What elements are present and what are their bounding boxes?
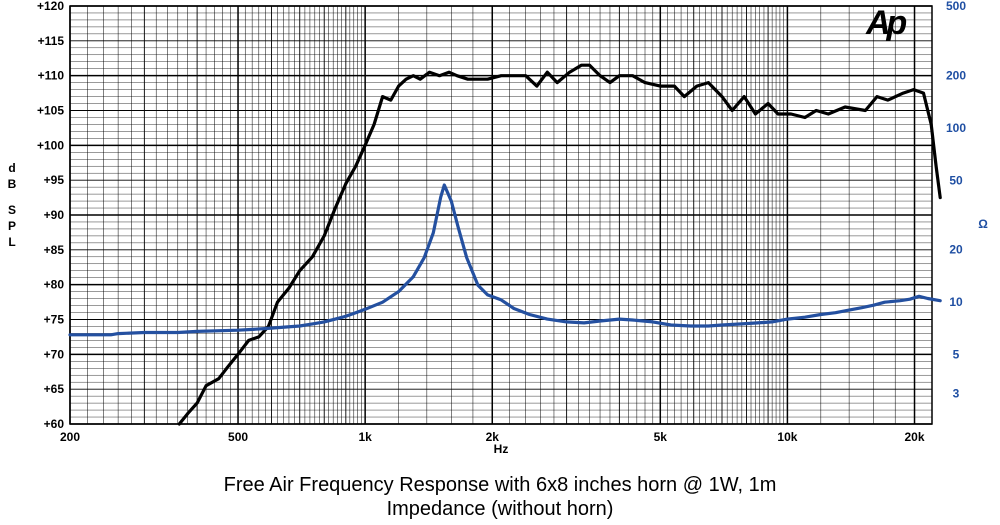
x-tick-label: 20k [905,430,925,444]
x-tick-label: 2k [486,430,500,444]
y-tick-label: +90 [44,208,65,222]
y-right-tick-label: 3 [953,386,960,400]
y-right-axis-label: Ω [978,217,988,231]
y-right-tick-label: 100 [946,121,966,135]
x-tick-label: 1k [358,430,372,444]
y-tick-label: +100 [37,138,64,152]
x-tick-label: 5k [654,430,668,444]
y-tick-label: +95 [44,173,65,187]
chart-subtitle: Impedance (without horn) [386,498,614,520]
y-tick-label: +60 [44,417,65,431]
y-tick-label: +115 [38,34,65,48]
spl-curve [177,63,942,426]
chart-title: Free Air Frequency Response with 6x8 inc… [223,474,777,496]
chart-series [68,63,942,426]
y-axis-label-char: L [8,235,15,249]
y-axis-ticks: +120 +115 +110 +105 +100 +95 +90 +85 +80 +75 +70 +6… [37,0,64,431]
y-axis-label-char: B [8,177,17,191]
x-axis-label: Hz [494,442,509,456]
y-tick-label: +70 [44,347,65,361]
y-axis-label-char: d [8,161,15,175]
y-right-tick-label: 50 [949,173,963,187]
impedance-curve [68,183,942,337]
x-tick-label: 10k [777,430,797,444]
y-right-tick-label: 500 [946,0,966,13]
y-tick-label: +65 [44,382,65,396]
y-right-tick-label: 200 [946,68,966,82]
y-right-tick-label: 5 [953,348,960,362]
y-tick-label: +75 [44,313,65,327]
chart-grid [69,5,933,425]
y-tick-label: +85 [44,243,65,257]
y-axis-label-char: S [8,203,16,217]
y-right-tick-label: 10 [949,295,963,309]
y-right-tick-label: 20 [949,243,963,257]
x-tick-label: 200 [60,430,80,444]
x-axis-ticks: 200 500 1k 2k 5k 10k 20k [60,430,925,444]
x-tick-label: 500 [228,430,248,444]
y-tick-label: +120 [37,0,64,13]
ap-logo: Ap [866,4,907,42]
y-tick-label: +80 [44,278,65,292]
y-tick-label: +110 [38,69,65,83]
y-right-axis-ticks: 500 200 100 50 20 10 5 3 [946,0,966,400]
y-tick-label: +105 [37,104,64,118]
plot-border [69,5,933,425]
y-axis-label-char: P [8,219,16,233]
